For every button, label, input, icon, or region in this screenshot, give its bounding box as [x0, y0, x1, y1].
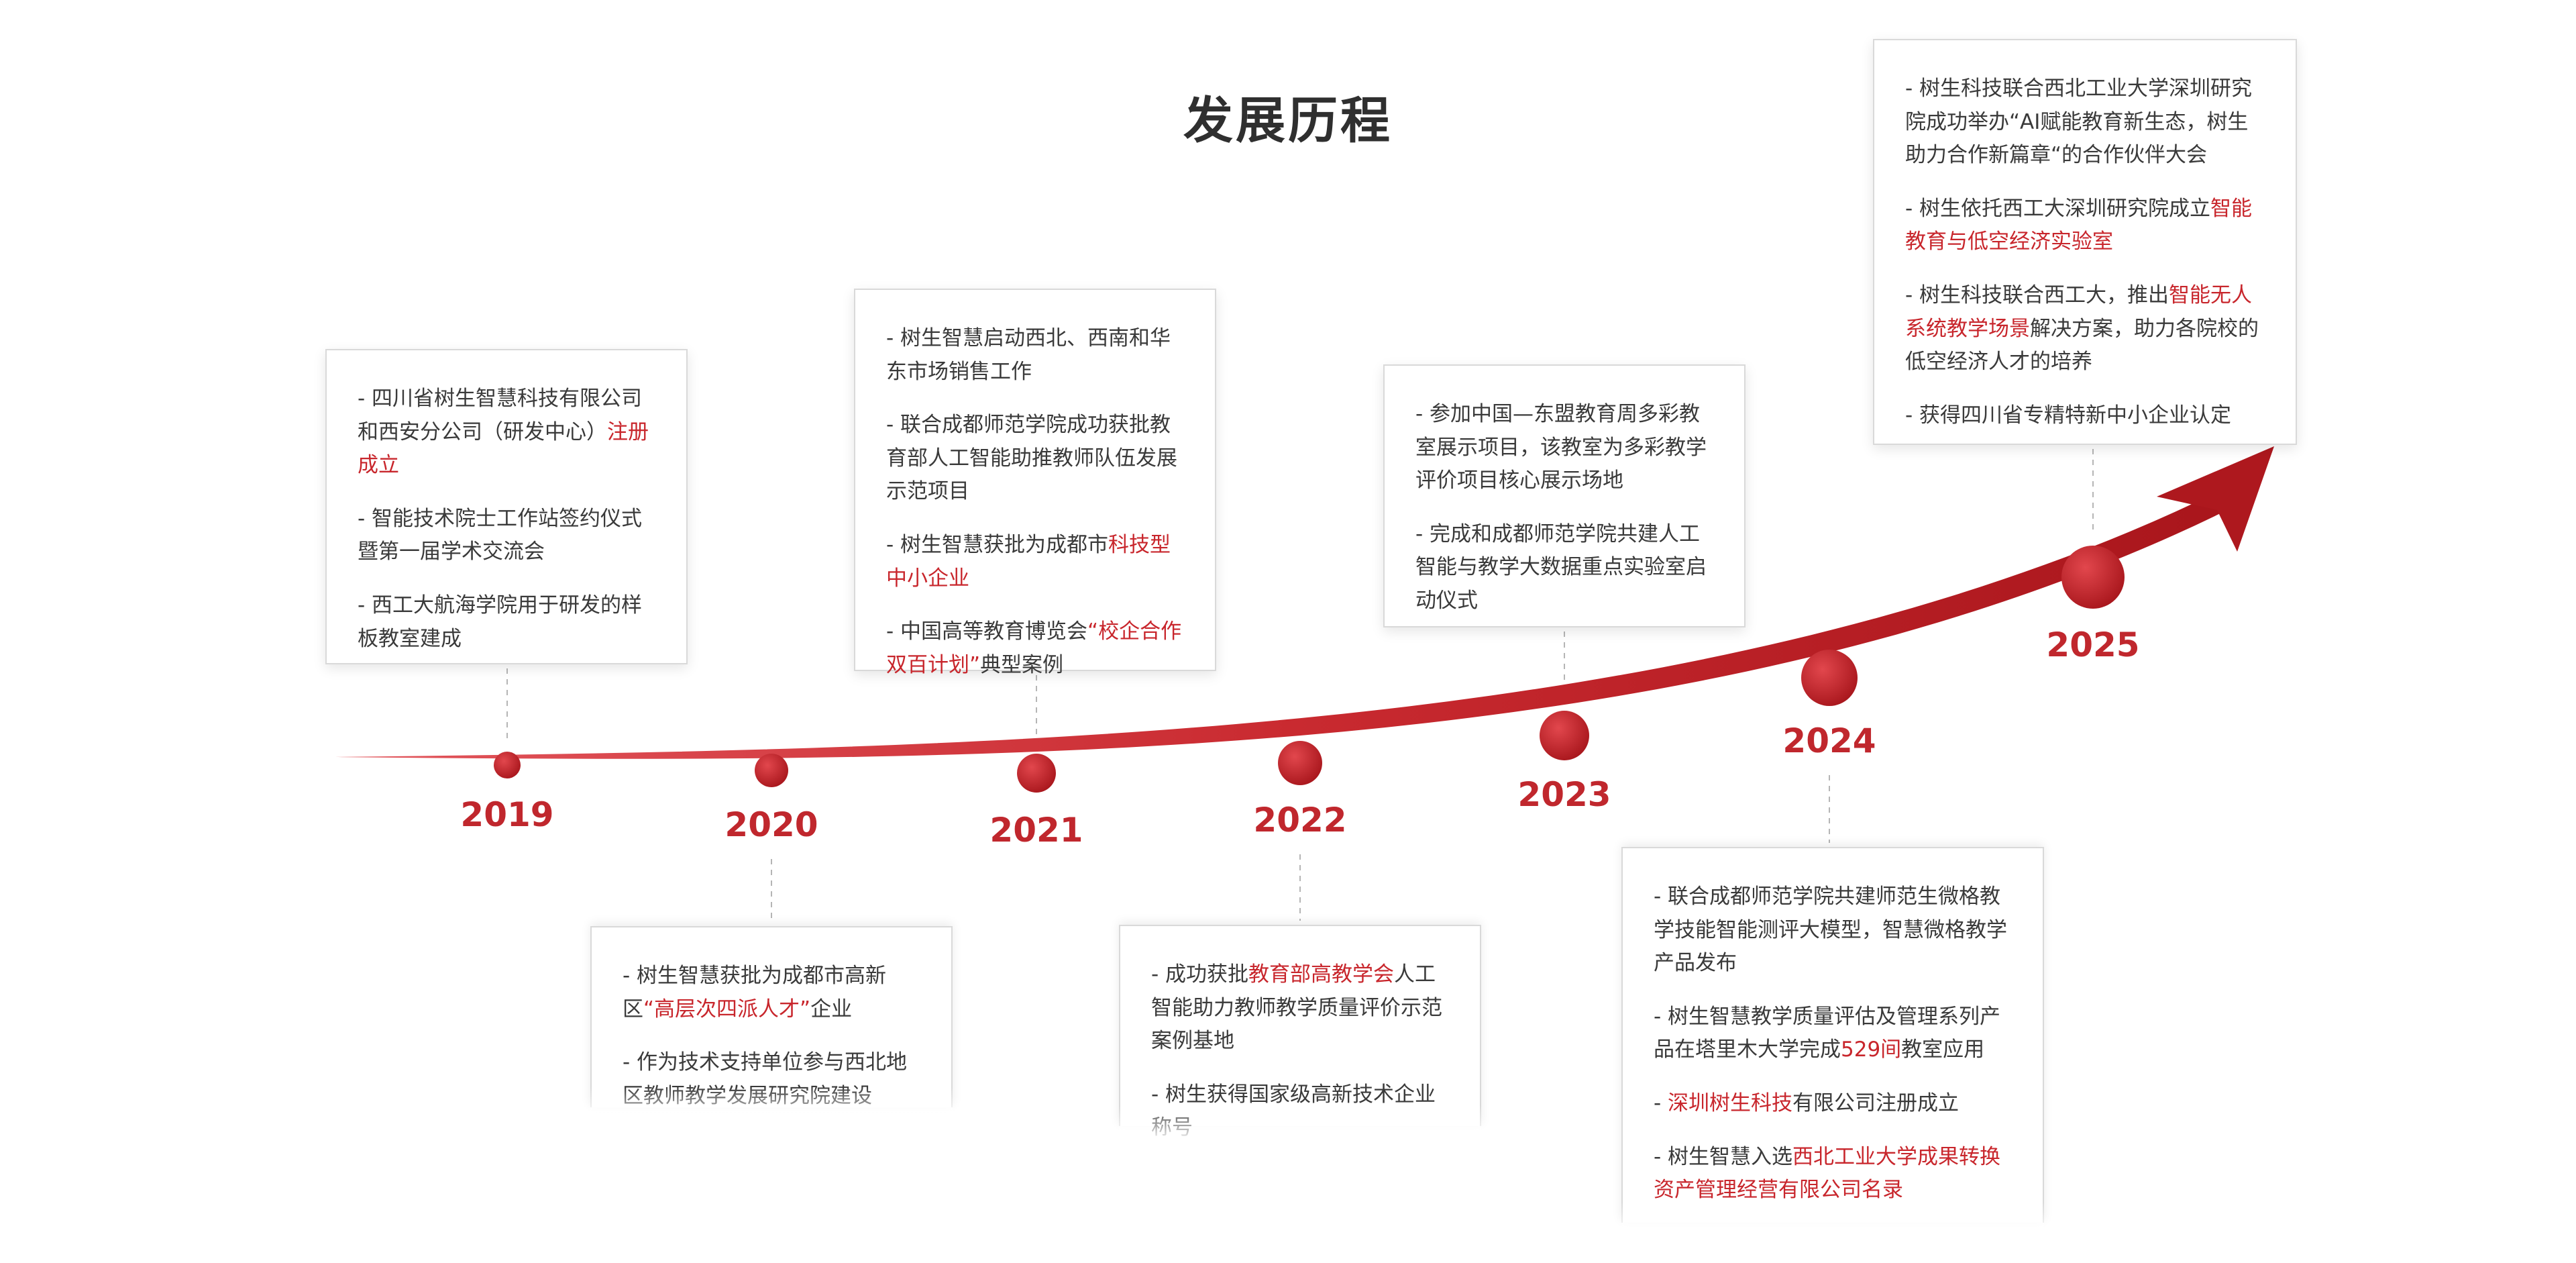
- highlight-text: 智能教育与低空经济实验室: [1905, 196, 2253, 254]
- milestone-item: - 树生科技联合西北工业大学深圳研究院成功举办“AI赋能教育新生态，树生助力合作…: [1905, 72, 2266, 172]
- timeline-node-2019: [494, 752, 521, 778]
- item-text: 教室应用: [1901, 1038, 1985, 1062]
- milestone-item: - 树生科技联合西工大，推出智能无人系统教学场景解决方案，助力各院校的低空经济人…: [1905, 279, 2266, 379]
- milestone-item: - 成功获批教育部高教学会人工智能助力教师教学质量评价示范案例基地: [1151, 958, 1450, 1058]
- item-text: -: [1654, 1091, 1668, 1115]
- item-text: - 四川省树生智慧科技有限公司和西安分公司（研发中心）: [358, 387, 643, 444]
- highlight-text: 教育部高教学会: [1248, 962, 1395, 987]
- milestone-item: - 树生智慧教学质量评估及管理系列产品在塔里木大学完成529间教室应用: [1654, 1001, 2013, 1067]
- item-text: - 联合成都师范学院成功获批教育部人工智能助推教师队伍发展示范项目: [886, 413, 1177, 504]
- milestone-box-2021: - 树生智慧启动西北、西南和华东市场销售工作 - 联合成都师范学院成功获批教育部人…: [854, 289, 1216, 677]
- page-title: 发展历程: [1183, 92, 1393, 150]
- milestone-item: - 深圳树生科技有限公司注册成立: [1654, 1087, 2013, 1121]
- timeline-node-2024: [1801, 650, 1858, 706]
- item-text: - 树生获得国家级高新技术企业称号: [1151, 1082, 1436, 1140]
- item-text: - 树生智慧启动西北、西南和华东市场销售工作: [886, 326, 1171, 384]
- item-text: - 树生科技联合西工大，推出: [1905, 283, 2169, 307]
- milestone-box-2025: - 树生科技联合西北工业大学深圳研究院成功举办“AI赋能教育新生态，树生助力合作…: [1873, 39, 2297, 445]
- highlight-text: 529间: [1841, 1038, 1902, 1062]
- item-text: - 树生依托西工大深圳研究院成立: [1905, 196, 2211, 221]
- milestone-item: - 智能技术院士工作站签约仪式暨第一届学术交流会: [358, 503, 657, 569]
- timeline-node-2025: [2061, 546, 2125, 609]
- highlight-text: “校企合作 双百计划”: [886, 619, 1182, 677]
- item-text: - 树生科技联合西北工业大学深圳研究院成功举办“AI赋能教育新生态，树生助力合作…: [1905, 77, 2253, 168]
- milestone-item: - 参加中国—东盟教育周多彩教室展示项目，该教室为多彩教学评价项目核心展示场地: [1415, 398, 1715, 498]
- year-label-2024: 2024: [1782, 721, 1876, 760]
- milestone-item: - 树生智慧启动西北、西南和华东市场销售工作: [886, 322, 1185, 389]
- item-text: - 智能技术院士工作站签约仪式暨第一届学术交流会: [358, 506, 643, 564]
- milestone-item: - 作为技术支持单位参与西北地区教师教学发展研究院建设: [623, 1046, 922, 1113]
- highlight-text: 深圳树生科技: [1668, 1091, 1793, 1115]
- milestone-item: - 树生获得国家级高新技术企业称号: [1151, 1078, 1450, 1145]
- item-text: - 西工大航海学院用于研发的样板教室建成: [358, 593, 643, 651]
- timeline-node-2023: [1540, 711, 1589, 760]
- timeline-node-2021: [1017, 754, 1056, 793]
- milestone-item: - 树生智慧入选西北工业大学成果转换资产管理经营有限公司名录: [1654, 1141, 2013, 1207]
- milestone-box-2019: - 四川省树生智慧科技有限公司和西安分公司（研发中心）注册成立 - 智能技术院士工…: [325, 349, 688, 664]
- item-text: - 参加中国—东盟教育周多彩教室展示项目，该教室为多彩教学评价项目核心展示场地: [1415, 402, 1707, 493]
- timeline-nodes: [494, 546, 2125, 793]
- milestone-item: - 四川省树生智慧科技有限公司和西安分公司（研发中心）注册成立: [358, 383, 657, 483]
- milestone-item: - 中国高等教育博览会“校企合作 双百计划”典型案例: [886, 615, 1185, 682]
- milestone-item: - 完成和成都师范学院共建人工智能与教学大数据重点实验室启动仪式: [1415, 518, 1715, 618]
- highlight-text: 智能无人系统教学场景: [1905, 283, 2253, 341]
- milestone-box-2022: - 成功获批教育部高教学会人工智能助力教师教学质量评价示范案例基地 - 树生获得国…: [1119, 925, 1481, 1166]
- highlight-text: “高层次四派人才”: [643, 997, 811, 1021]
- item-text: 有限公司注册成立: [1792, 1091, 1960, 1115]
- year-label-2019: 2019: [460, 795, 554, 834]
- item-text: 典型案例: [980, 652, 1064, 677]
- milestone-box-2020: - 树生智慧获批为成都市高新区“高层次四派人才”企业 - 作为技术支持单位参与西北…: [590, 926, 953, 1148]
- item-text: 人工智能助力教师教学质量评价示范案例基地: [1151, 962, 1442, 1054]
- year-label-2022: 2022: [1253, 801, 1347, 840]
- item-text: - 成功获批: [1151, 962, 1249, 987]
- milestone-box-2023: - 参加中国—东盟教育周多彩教室展示项目，该教室为多彩教学评价项目核心展示场地 -…: [1383, 364, 1746, 627]
- highlight-text: 科技型中小企业: [886, 532, 1171, 591]
- timeline-arrowhead: [2157, 446, 2274, 552]
- item-text: - 中国高等教育博览会: [886, 619, 1088, 644]
- year-label-2025: 2025: [2046, 625, 2140, 664]
- year-label-2023: 2023: [1517, 775, 1611, 814]
- item-text: - 树生智慧教学质量评估及管理系列产品在塔里木大学完成: [1654, 1004, 2001, 1062]
- item-text: - 联合成都师范学院共建师范生微格教学技能智能测评大模型，智慧微格教学产品发布: [1654, 885, 2007, 976]
- item-text: - 获得四川省专精特新中小企业认定: [1905, 403, 2232, 427]
- item-text: - 树生智慧获批为成都市高新区: [623, 964, 887, 1021]
- milestone-item: - 树生依托西工大深圳研究院成立智能教育与低空经济实验室: [1905, 193, 2266, 259]
- item-text: 企业: [810, 997, 853, 1021]
- year-label-2021: 2021: [989, 811, 1083, 850]
- milestone-box-2024: - 联合成都师范学院共建师范生微格教学技能智能测评大模型，智慧微格教学产品发布 -…: [1621, 847, 2044, 1263]
- milestone-item: - 树生智慧获批为成都市高新区“高层次四派人才”企业: [623, 960, 922, 1026]
- item-text: - 树生智慧入选: [1654, 1144, 1793, 1169]
- highlight-text: 西北工业大学成果转换资产管理经营有限公司名录: [1654, 1144, 2001, 1203]
- item-text: - 完成和成都师范学院共建人工智能与教学大数据重点实验室启动仪式: [1415, 521, 1707, 613]
- item-text: - 作为技术支持单位参与西北地区教师教学发展研究院建设: [623, 1050, 908, 1108]
- timeline-node-2020: [755, 754, 788, 787]
- year-label-2020: 2020: [724, 805, 818, 844]
- milestone-item: - 联合成都师范学院成功获批教育部人工智能助推教师队伍发展示范项目: [886, 409, 1185, 509]
- milestone-item: - 树生智慧获批为成都市科技型中小企业: [886, 529, 1185, 595]
- timeline-node-2022: [1278, 741, 1322, 785]
- item-text: - 树生智慧获批为成都市: [886, 532, 1109, 557]
- milestone-item: - 西工大航海学院用于研发的样板教室建成: [358, 589, 657, 656]
- milestone-item: - 获得四川省专精特新中小企业认定: [1905, 399, 2266, 433]
- highlight-text: 注册成立: [358, 419, 649, 478]
- item-text: 解决方案，助力各院校的低空经济人才的培养: [1905, 316, 2259, 374]
- milestone-item: - 联合成都师范学院共建师范生微格教学技能智能测评大模型，智慧微格教学产品发布: [1654, 880, 2013, 980]
